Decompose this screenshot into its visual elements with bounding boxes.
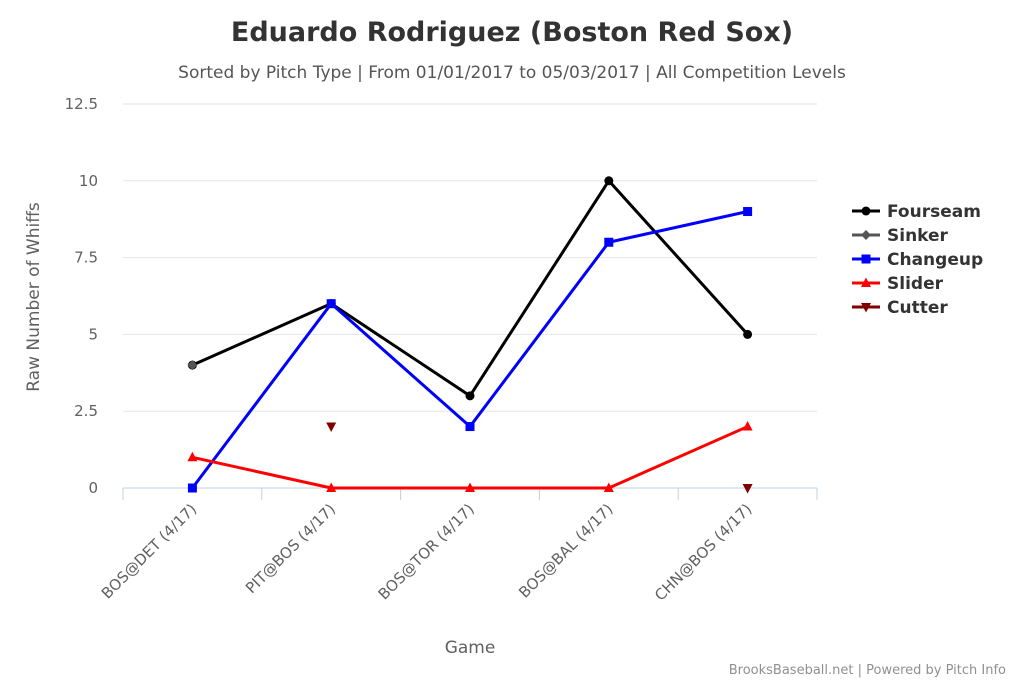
legend-label: Slider xyxy=(887,274,944,294)
y-tick-label: 7.5 xyxy=(74,249,98,267)
data-point-cutter[interactable] xyxy=(742,484,753,494)
legend-label: Changeup xyxy=(887,250,983,270)
data-point-slider[interactable] xyxy=(465,482,475,493)
legend-item-slider[interactable]: Slider xyxy=(852,274,944,294)
y-axis-title: Raw Number of Whiffs xyxy=(24,202,44,392)
x-tick-label: CHN@BOS (4/17) xyxy=(651,500,755,604)
chart-subtitle: Sorted by Pitch Type | From 01/01/2017 t… xyxy=(178,63,846,83)
x-axis-title: Game xyxy=(445,638,496,658)
data-point-slider[interactable] xyxy=(187,451,198,462)
data-point-fourseam[interactable] xyxy=(604,176,614,186)
data-point-fourseam[interactable] xyxy=(465,391,475,401)
legend-item-cutter[interactable]: Cutter xyxy=(852,298,948,318)
credits[interactable]: BrooksBaseball.net | Powered by Pitch In… xyxy=(729,663,1006,678)
data-point-changeup[interactable] xyxy=(465,422,475,432)
series-line-fourseam xyxy=(191,179,749,398)
legend-marker-slider[interactable] xyxy=(861,277,871,288)
chart-title: Eduardo Rodriguez (Boston Red Sox) xyxy=(231,17,793,48)
legend-label: Sinker xyxy=(887,226,949,246)
series-fourseam xyxy=(187,176,753,401)
legend-label: Fourseam xyxy=(887,202,981,222)
y-tick-label: 2.5 xyxy=(74,402,98,420)
data-point-changeup[interactable] xyxy=(187,483,197,493)
data-point-changeup[interactable] xyxy=(743,207,753,217)
y-tick-label: 10 xyxy=(79,172,98,190)
grid-lines xyxy=(123,103,817,412)
legend-marker-changeup[interactable] xyxy=(861,254,871,264)
legend: Fourseam Sinker Changeup Slider Cutter xyxy=(852,202,983,318)
series-cutter xyxy=(326,422,753,494)
series-slider xyxy=(187,421,753,493)
y-axis-ticks: 0 2.5 5 7.5 10 12.5 xyxy=(65,95,98,497)
legend-item-fourseam[interactable]: Fourseam xyxy=(852,202,981,222)
series-line-changeup xyxy=(191,210,748,489)
data-point-changeup[interactable] xyxy=(604,237,614,247)
x-axis: BOS@DET (4/17) PIT@BOS (4/17) BOS@TOR (4/1… xyxy=(98,487,818,604)
data-point-slider[interactable] xyxy=(326,482,337,493)
series-changeup xyxy=(187,207,753,493)
x-tick-label: PIT@BOS (4/17) xyxy=(242,500,339,597)
y-tick-label: 12.5 xyxy=(65,95,98,113)
data-point-cutter[interactable] xyxy=(326,422,337,433)
y-tick-label: 0 xyxy=(88,479,98,497)
legend-item-sinker[interactable]: Sinker xyxy=(852,226,949,246)
x-tick-label: BOS@DET (4/17) xyxy=(98,500,200,602)
data-point-slider[interactable] xyxy=(603,482,614,493)
legend-marker-fourseam[interactable] xyxy=(861,206,871,216)
x-tick-label: BOS@TOR (4/17) xyxy=(375,500,478,603)
legend-marker-cutter[interactable] xyxy=(861,303,871,313)
series-sinker xyxy=(187,360,198,371)
data-point-changeup[interactable] xyxy=(326,299,336,309)
series-line-slider xyxy=(192,425,749,490)
data-point-sinker[interactable] xyxy=(187,360,198,371)
legend-marker-sinker[interactable] xyxy=(861,230,871,240)
data-point-slider[interactable] xyxy=(742,421,753,431)
data-point-fourseam[interactable] xyxy=(743,329,753,339)
x-tick-label: BOS@BAL (4/17) xyxy=(515,500,616,601)
legend-label: Cutter xyxy=(887,298,948,318)
legend-item-changeup[interactable]: Changeup xyxy=(852,250,983,270)
y-tick-label: 5 xyxy=(88,325,98,343)
series-group xyxy=(187,176,753,494)
